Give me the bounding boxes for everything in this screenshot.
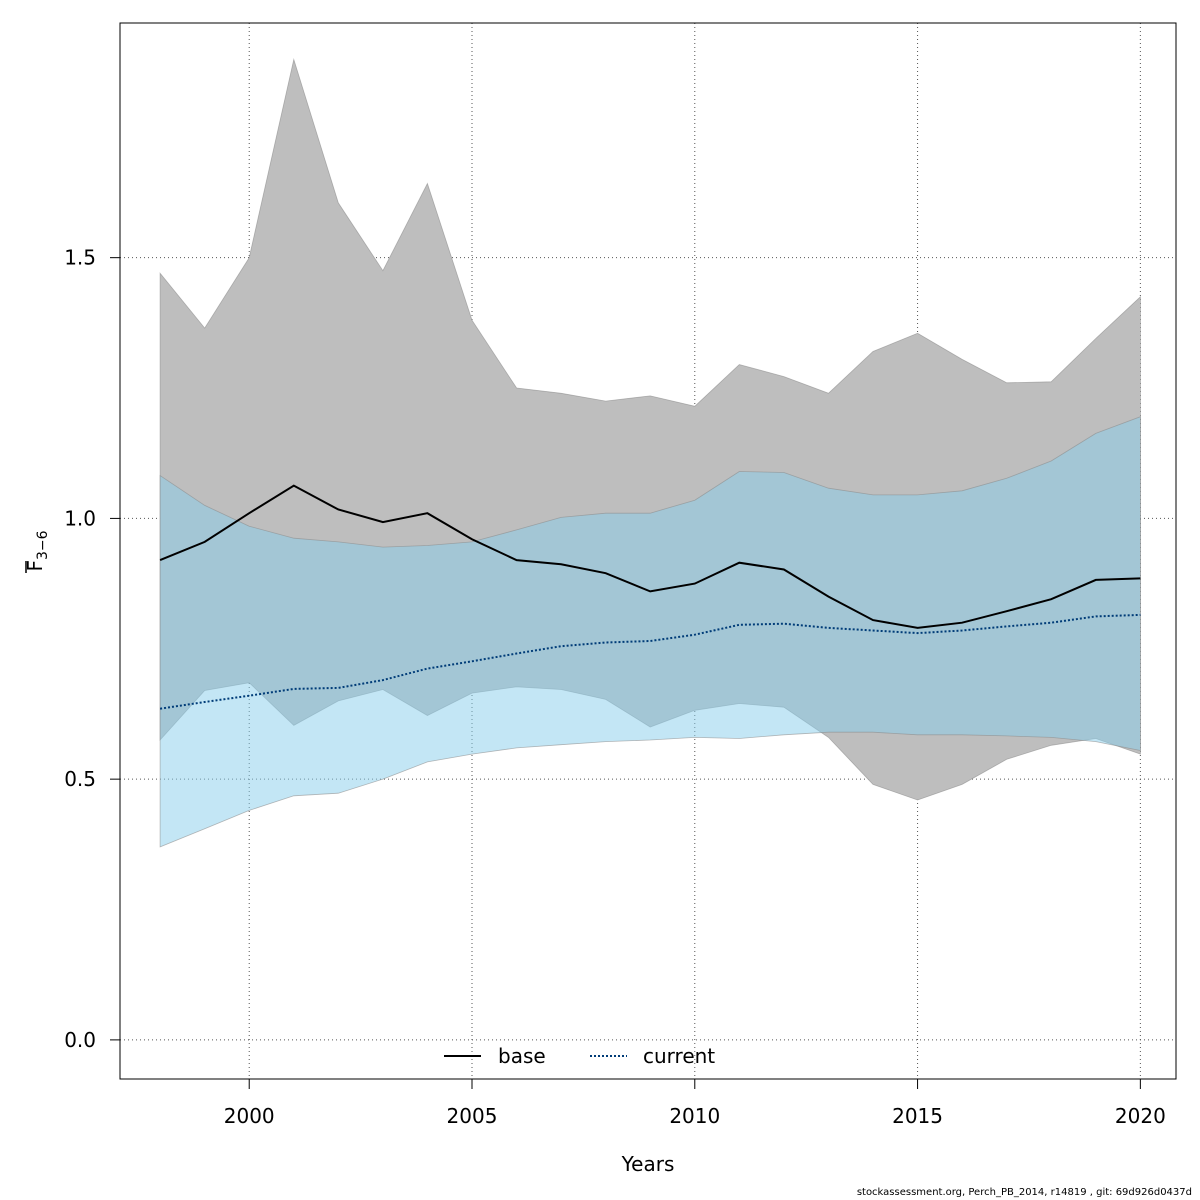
y-tick-label-0.5: 0.5: [64, 767, 96, 791]
series-lines: [159, 484, 1141, 710]
svg-text:F3−6: F3−6: [23, 530, 51, 571]
y-axis-title: F3−6: [23, 530, 51, 573]
x-tick-label-2010: 2010: [669, 1104, 720, 1128]
x-tick-label-2000: 2000: [224, 1104, 275, 1128]
legend-label-base: base: [498, 1044, 546, 1068]
y-tick-label-0.0: 0.0: [64, 1028, 96, 1052]
footer-credit: stockassessment.org, Perch_PB_2014, r148…: [856, 1187, 1192, 1198]
y-axis-title-main: F: [23, 560, 47, 572]
y-axis-title-sub: 3−6: [35, 530, 51, 560]
line-base: [159, 484, 1141, 629]
x-tick-label-2005: 2005: [447, 1104, 498, 1128]
y-tick-label-1.0: 1.0: [64, 506, 96, 530]
x-axis-title: Years: [621, 1152, 675, 1176]
band-current: [159, 416, 1141, 848]
line-current: [159, 613, 1141, 710]
legend-label-current: current: [643, 1044, 715, 1068]
confidence-bands: [159, 57, 1141, 848]
axes: 2000 2005 2010 2015 2020 0.0 0.5 1.0 1.5: [64, 246, 1166, 1128]
legend: base current: [444, 1044, 715, 1068]
x-tick-label-2020: 2020: [1115, 1104, 1166, 1128]
y-tick-label-1.5: 1.5: [64, 246, 96, 270]
x-tick-label-2015: 2015: [892, 1104, 943, 1128]
